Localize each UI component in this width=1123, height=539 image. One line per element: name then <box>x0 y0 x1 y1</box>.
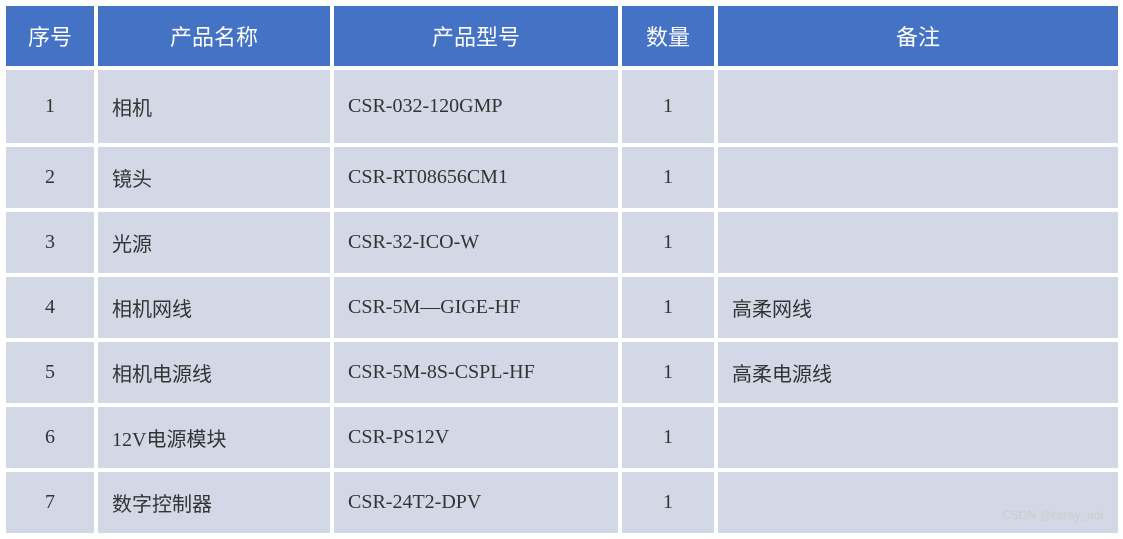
table-row: 3 光源 CSR-32-ICO-W 1 <box>6 212 1118 273</box>
cell-note <box>718 70 1118 143</box>
cell-model: CSR-RT08656CM1 <box>334 147 618 208</box>
cell-seq: 5 <box>6 342 94 403</box>
header-qty: 数量 <box>622 6 714 66</box>
cell-note: 高柔电源线 <box>718 342 1118 403</box>
cell-model: CSR-PS12V <box>334 407 618 468</box>
cell-name: 数字控制器 <box>98 472 330 533</box>
cell-model: CSR-24T2-DPV <box>334 472 618 533</box>
table-row: 2 镜头 CSR-RT08656CM1 1 <box>6 147 1118 208</box>
cell-note <box>718 212 1118 273</box>
cell-qty: 1 <box>622 147 714 208</box>
header-note: 备注 <box>718 6 1118 66</box>
cell-model: CSR-5M-8S-CSPL-HF <box>334 342 618 403</box>
table-row: 4 相机网线 CSR-5M—GIGE-HF 1 高柔网线 <box>6 277 1118 338</box>
cell-qty: 1 <box>622 407 714 468</box>
cell-note <box>718 472 1118 533</box>
cell-note <box>718 407 1118 468</box>
product-table-container: 序号 产品名称 产品型号 数量 备注 1 相机 CSR-032-120GMP 1… <box>2 2 1121 537</box>
cell-qty: 1 <box>622 70 714 143</box>
cell-name: 相机网线 <box>98 277 330 338</box>
table-header-row: 序号 产品名称 产品型号 数量 备注 <box>6 6 1118 66</box>
header-seq: 序号 <box>6 6 94 66</box>
table-row: 6 12V电源模块 CSR-PS12V 1 <box>6 407 1118 468</box>
cell-name: 相机电源线 <box>98 342 330 403</box>
header-model: 产品型号 <box>334 6 618 66</box>
cell-note <box>718 147 1118 208</box>
header-name: 产品名称 <box>98 6 330 66</box>
cell-qty: 1 <box>622 212 714 273</box>
cell-model: CSR-5M—GIGE-HF <box>334 277 618 338</box>
cell-name: 镜头 <box>98 147 330 208</box>
cell-qty: 1 <box>622 277 714 338</box>
cell-seq: 1 <box>6 70 94 143</box>
cell-seq: 3 <box>6 212 94 273</box>
cell-seq: 7 <box>6 472 94 533</box>
cell-model: CSR-32-ICO-W <box>334 212 618 273</box>
cell-seq: 6 <box>6 407 94 468</box>
cell-model: CSR-032-120GMP <box>334 70 618 143</box>
cell-name: 12V电源模块 <box>98 407 330 468</box>
cell-name: 光源 <box>98 212 330 273</box>
table-row: 7 数字控制器 CSR-24T2-DPV 1 <box>6 472 1118 533</box>
cell-note: 高柔网线 <box>718 277 1118 338</box>
product-table: 序号 产品名称 产品型号 数量 备注 1 相机 CSR-032-120GMP 1… <box>2 2 1122 537</box>
table-row: 5 相机电源线 CSR-5M-8S-CSPL-HF 1 高柔电源线 <box>6 342 1118 403</box>
cell-qty: 1 <box>622 342 714 403</box>
cell-seq: 2 <box>6 147 94 208</box>
cell-seq: 4 <box>6 277 94 338</box>
watermark-text: CSDN @csray_aoi <box>1002 508 1103 522</box>
table-row: 1 相机 CSR-032-120GMP 1 <box>6 70 1118 143</box>
cell-name: 相机 <box>98 70 330 143</box>
cell-qty: 1 <box>622 472 714 533</box>
